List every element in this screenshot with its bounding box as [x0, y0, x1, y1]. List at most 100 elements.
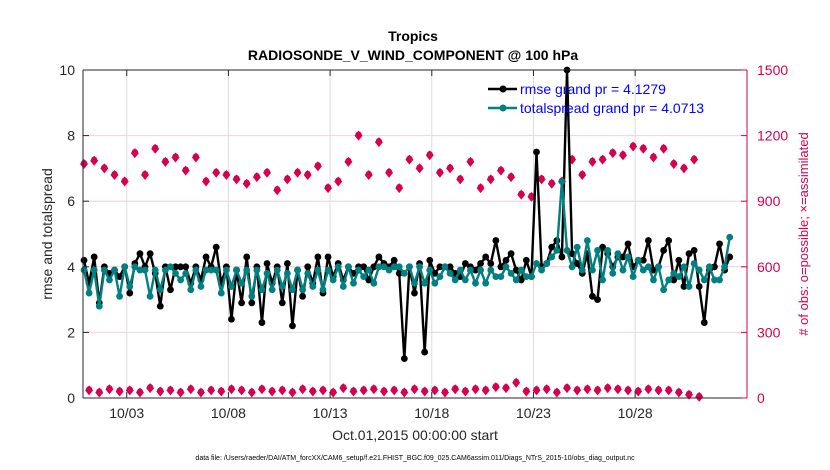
obs-point — [329, 387, 338, 398]
rmse-point — [700, 319, 708, 326]
obs-marker-possible — [416, 164, 423, 171]
obs-point — [629, 141, 638, 152]
y-tick-label: 2 — [67, 324, 75, 340]
rmse-point — [594, 296, 601, 303]
obs-point — [664, 385, 673, 396]
totalspread-point — [263, 269, 271, 277]
totalspread-point — [309, 283, 317, 290]
obs-marker-possible — [446, 164, 454, 171]
obs-marker-possible — [594, 386, 601, 393]
obs-marker-possible — [330, 388, 337, 395]
obs-point — [456, 174, 465, 185]
rmse-point — [90, 253, 98, 261]
totalspread-point — [111, 266, 118, 274]
x-tick-label: 10/13 — [313, 405, 348, 421]
totalspread-point — [212, 266, 220, 274]
obs-point — [639, 143, 648, 154]
rmse-point — [167, 286, 174, 294]
rmse-point — [390, 256, 398, 264]
rmse-point — [665, 237, 673, 244]
totalspread-point — [558, 178, 566, 185]
totalspread-point — [334, 263, 342, 271]
totalspread-point — [695, 266, 703, 274]
totalspread-point — [568, 263, 576, 271]
obs-marker-possible — [202, 177, 210, 184]
obs-point — [420, 386, 429, 397]
x-tick-label: 10/23 — [516, 405, 551, 421]
totalspread-point — [273, 266, 281, 274]
totalspread-point — [319, 286, 327, 294]
totalspread-point — [528, 273, 535, 281]
totalspread-point — [365, 266, 373, 274]
obs-point — [374, 137, 383, 148]
rmse-point — [589, 292, 596, 300]
obs-marker-possible — [401, 388, 408, 395]
obs-marker-possible — [263, 168, 271, 175]
rmse-point — [436, 263, 444, 271]
obs-marker-possible — [324, 183, 332, 191]
obs-point — [690, 154, 699, 165]
obs-point — [303, 169, 312, 180]
obs-marker-possible — [157, 387, 164, 394]
y-axis-label: rmse and totalspread — [39, 168, 55, 300]
obs-marker-possible — [243, 179, 250, 186]
rmse-point — [639, 256, 647, 264]
x-tick-label: 10/28 — [618, 405, 653, 421]
obs-point — [349, 386, 358, 397]
obs-marker-possible — [696, 392, 703, 400]
totalspread-point — [380, 263, 388, 271]
obs-marker-possible — [248, 388, 255, 395]
rmse-point — [522, 256, 530, 264]
rmse-point — [243, 253, 251, 261]
obs-point — [481, 385, 490, 396]
obs-point — [80, 159, 89, 170]
rmse-point — [136, 250, 144, 258]
totalspread-point — [522, 273, 530, 281]
totalspread-point — [497, 273, 505, 281]
obs-point — [344, 156, 353, 167]
obs-marker-possible — [441, 388, 449, 395]
obs-marker-possible — [380, 387, 388, 394]
obs-point — [695, 391, 704, 402]
totalspread-point — [456, 266, 464, 274]
rmse-point — [283, 260, 291, 267]
obs-marker-possible — [319, 386, 327, 393]
rmse-point — [695, 283, 703, 290]
obs-point — [166, 385, 175, 396]
obs-marker-possible — [223, 170, 230, 178]
obs-point — [318, 385, 327, 396]
totalspread-point — [685, 283, 693, 290]
obs-point — [202, 176, 211, 187]
totalspread-point — [95, 302, 103, 310]
obs-marker-possible — [685, 390, 693, 397]
y2-tick-label: 1500 — [757, 62, 788, 78]
totalspread-point — [624, 253, 632, 261]
plot-area — [83, 70, 747, 398]
obs-point — [298, 384, 307, 395]
totalspread-point — [187, 286, 195, 294]
totalspread-point — [360, 273, 368, 281]
obs-marker-possible — [213, 168, 220, 175]
totalspread-point — [299, 286, 307, 294]
obs-marker-possible — [172, 153, 179, 160]
obs-marker-possible — [604, 384, 611, 391]
obs-marker-possible — [533, 386, 540, 393]
obs-point — [512, 377, 521, 388]
totalspread-point — [370, 279, 378, 287]
obs-marker-possible — [141, 170, 149, 178]
rmse-point — [548, 243, 556, 251]
obs-point — [552, 387, 561, 398]
obs-marker-possible — [147, 384, 154, 391]
obs-point — [461, 386, 470, 397]
obs-point — [517, 189, 526, 200]
grid-lines — [83, 70, 747, 398]
rmse-point — [289, 322, 296, 330]
rmse-point — [517, 276, 525, 284]
totalspread-point — [634, 256, 642, 264]
obs-marker-possible — [477, 183, 484, 191]
totalspread-point — [233, 266, 240, 274]
obs-point — [491, 382, 500, 393]
totalspread-point — [375, 263, 383, 271]
obs-marker-possible — [619, 151, 627, 158]
obs-marker-possible — [187, 385, 194, 392]
